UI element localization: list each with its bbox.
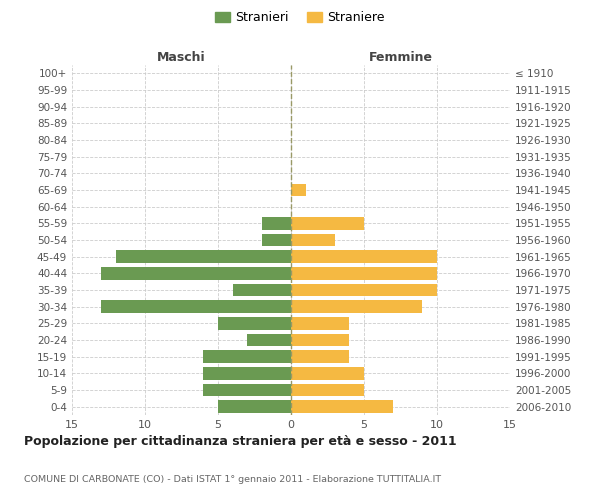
Bar	[218, 400, 291, 413]
Bar	[101, 300, 291, 313]
Bar	[203, 384, 291, 396]
Bar	[291, 300, 422, 313]
Bar	[233, 284, 291, 296]
Bar	[291, 267, 437, 280]
Bar	[291, 334, 349, 346]
Text: Femmine: Femmine	[368, 51, 433, 64]
Bar	[101, 267, 291, 280]
Bar	[262, 217, 291, 230]
Bar	[291, 350, 349, 363]
Bar	[291, 217, 364, 230]
Bar	[291, 317, 349, 330]
Bar	[116, 250, 291, 263]
Bar	[218, 317, 291, 330]
Bar	[291, 400, 393, 413]
Bar	[262, 234, 291, 246]
Bar	[291, 367, 364, 380]
Bar	[291, 184, 305, 196]
Text: COMUNE DI CARBONATE (CO) - Dati ISTAT 1° gennaio 2011 - Elaborazione TUTTITALIA.: COMUNE DI CARBONATE (CO) - Dati ISTAT 1°…	[24, 475, 441, 484]
Text: Popolazione per cittadinanza straniera per età e sesso - 2011: Popolazione per cittadinanza straniera p…	[24, 435, 457, 448]
Bar	[291, 234, 335, 246]
Bar	[203, 350, 291, 363]
Legend: Stranieri, Straniere: Stranieri, Straniere	[210, 6, 390, 29]
Bar	[203, 367, 291, 380]
Bar	[291, 384, 364, 396]
Bar	[247, 334, 291, 346]
Text: Maschi: Maschi	[157, 51, 206, 64]
Bar	[291, 250, 437, 263]
Bar	[291, 284, 437, 296]
